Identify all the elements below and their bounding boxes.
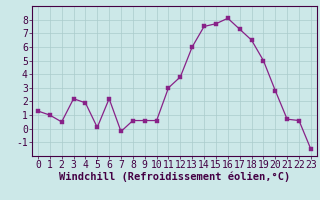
X-axis label: Windchill (Refroidissement éolien,°C): Windchill (Refroidissement éolien,°C)	[59, 172, 290, 182]
